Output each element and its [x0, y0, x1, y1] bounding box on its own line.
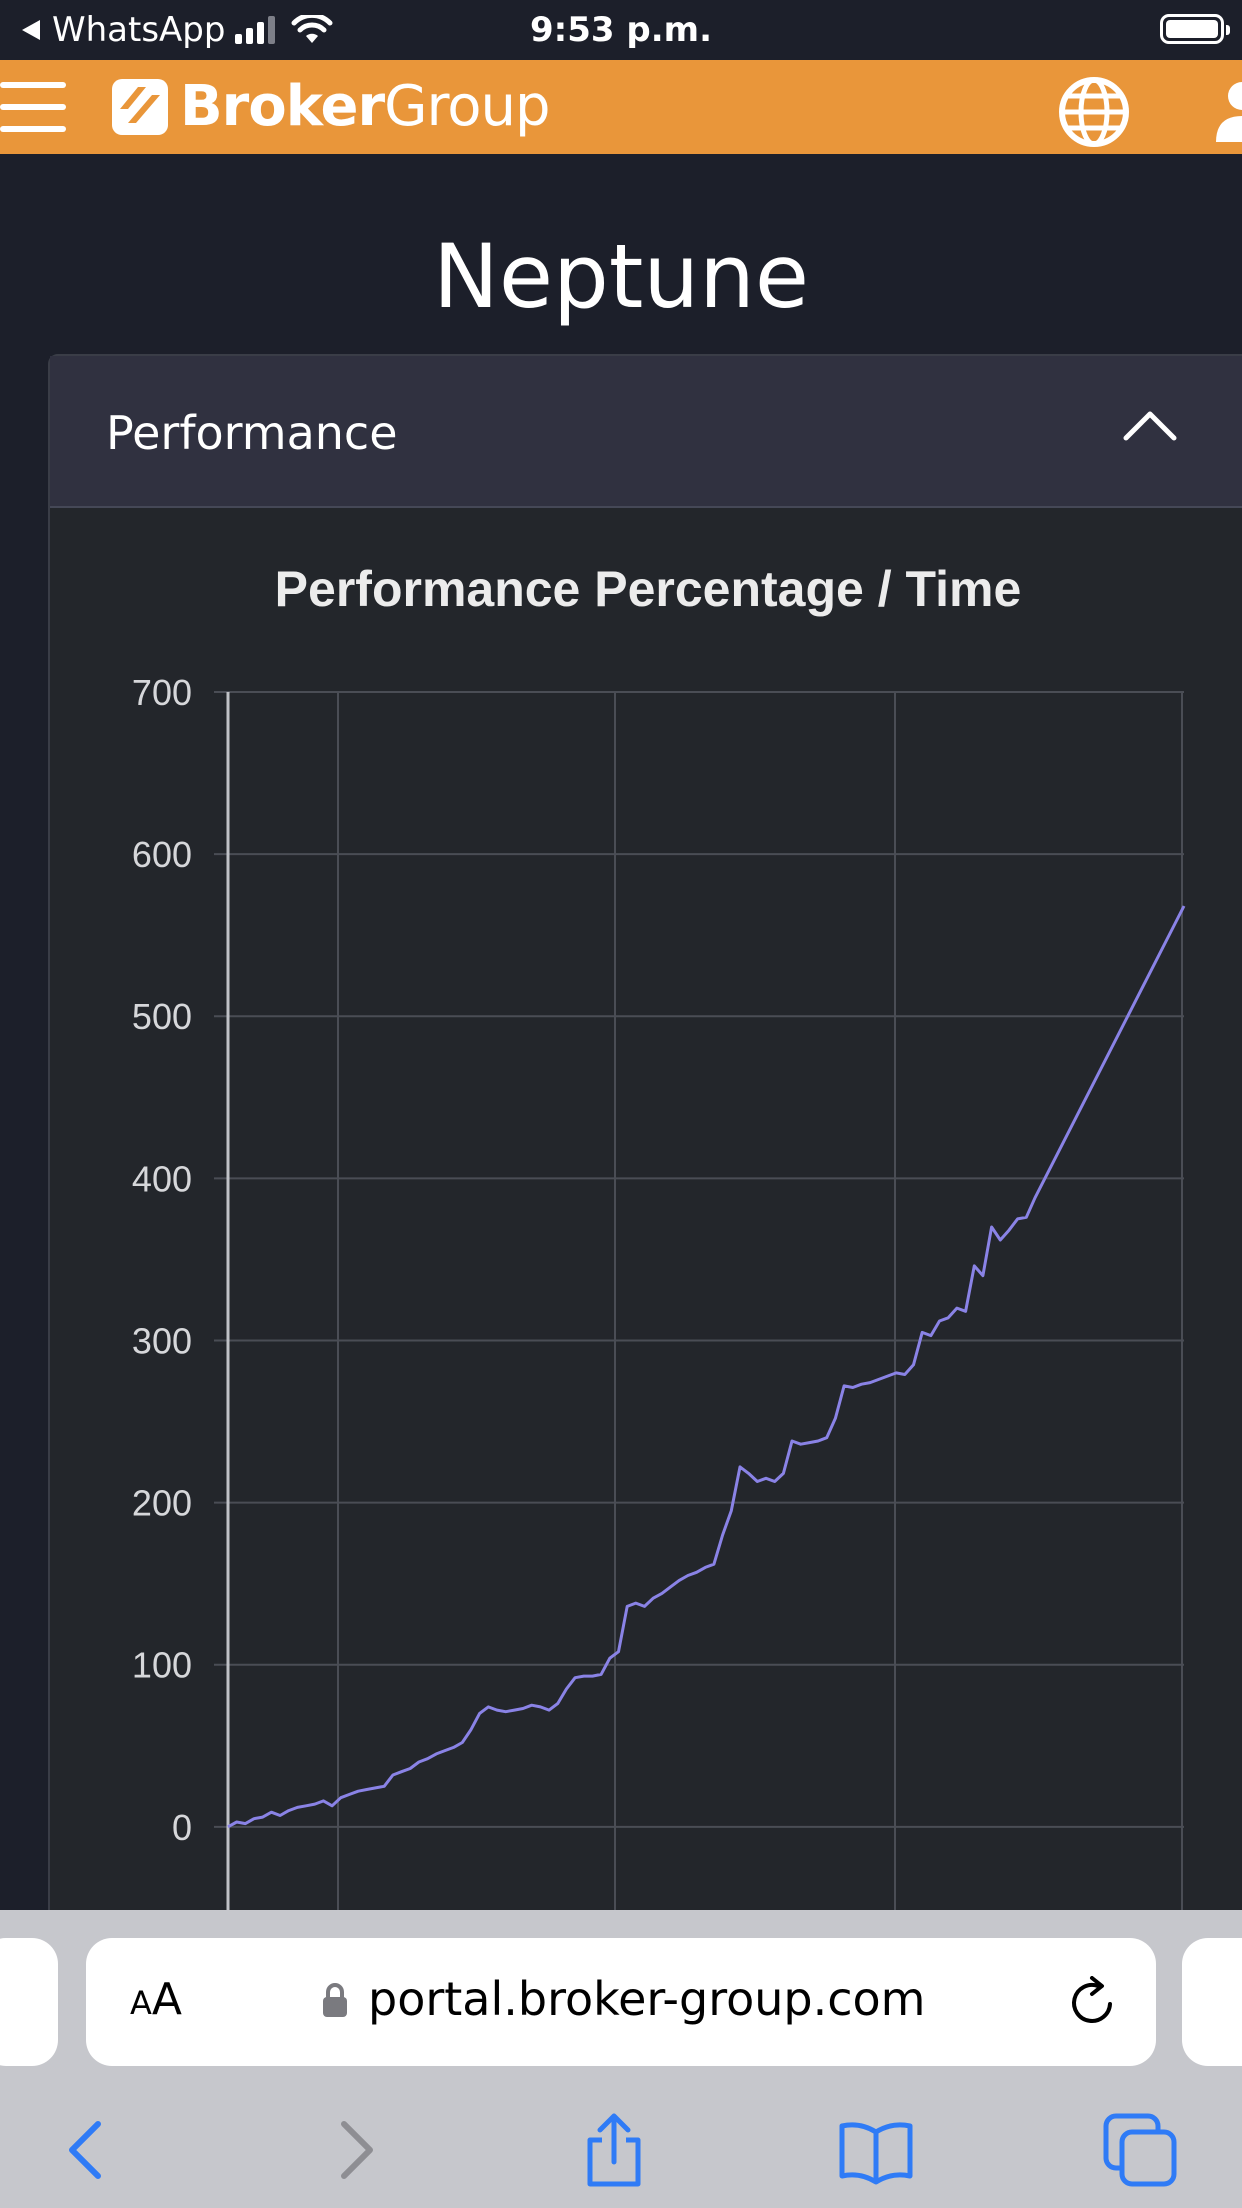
hamburger-icon[interactable]: [0, 82, 66, 134]
chart-series-line: [227, 905, 1186, 1829]
book-icon[interactable]: [836, 2110, 916, 2190]
y-tick-label: 700: [132, 672, 192, 713]
back-chevron-icon[interactable]: [48, 2110, 128, 2190]
browser-toolbar: AA portal.broker-group.com: [0, 1910, 1242, 2208]
text-size-large: A: [151, 1974, 182, 2025]
logo-mark-icon: [112, 78, 168, 135]
brand-logo[interactable]: BrokerGroup: [112, 74, 551, 139]
performance-chart: Performance Percentage / Time 0 100 200 300…: [132, 561, 1186, 1916]
brand-name-bold: Broker: [180, 74, 385, 139]
url-text: portal.broker-group.com: [368, 1972, 926, 2026]
previous-tab-preview[interactable]: [0, 1938, 58, 2066]
signal-icon: [235, 16, 276, 44]
user-icon[interactable]: [1212, 76, 1242, 146]
back-app-label: WhatsApp: [52, 10, 226, 50]
clock: 9:53 p.m.: [529, 10, 712, 50]
wifi-icon: [291, 15, 333, 43]
y-tick-label: 600: [132, 834, 192, 875]
lock-icon: [323, 1983, 347, 2017]
chart-grid: [214, 691, 1184, 1916]
performance-panel-header[interactable]: Performance: [50, 356, 1242, 508]
y-axis-ticks: 0 100 200 300 400 500 600 700: [132, 672, 192, 1848]
tabs-icon[interactable]: [1100, 2110, 1180, 2190]
chevron-up-icon[interactable]: [1122, 406, 1178, 446]
y-tick-label: 200: [132, 1483, 192, 1524]
address-bar[interactable]: AA portal.broker-group.com: [86, 1938, 1156, 2066]
text-size-button[interactable]: AA: [130, 1974, 182, 2025]
y-tick-label: 400: [132, 1158, 192, 1199]
reload-icon[interactable]: [1068, 1976, 1118, 2028]
back-arrow-icon: [22, 20, 40, 40]
performance-panel: Performance Performance Percentage / Tim…: [48, 354, 1242, 1974]
globe-icon[interactable]: [1058, 76, 1130, 148]
back-to-app-link[interactable]: WhatsApp: [20, 10, 333, 50]
brand-name: BrokerGroup: [180, 74, 551, 139]
y-tick-label: 300: [132, 1320, 192, 1361]
text-size-small: A: [130, 1984, 152, 2022]
battery-icon: [1160, 14, 1230, 44]
forward-chevron-icon[interactable]: [314, 2110, 394, 2190]
y-tick-label: 100: [132, 1645, 192, 1686]
panel-title: Performance: [106, 406, 398, 460]
app-header: BrokerGroup: [0, 60, 1242, 154]
status-bar: WhatsApp 9:53 p.m.: [0, 0, 1242, 60]
share-icon[interactable]: [574, 2110, 654, 2190]
chart-title: Performance Percentage / Time: [275, 561, 1022, 617]
y-tick-label: 500: [132, 996, 192, 1037]
y-tick-label: 0: [172, 1807, 192, 1848]
brand-name-light: Group: [384, 74, 550, 139]
page-title: Neptune: [432, 225, 810, 328]
next-tab-preview[interactable]: [1182, 1938, 1242, 2066]
